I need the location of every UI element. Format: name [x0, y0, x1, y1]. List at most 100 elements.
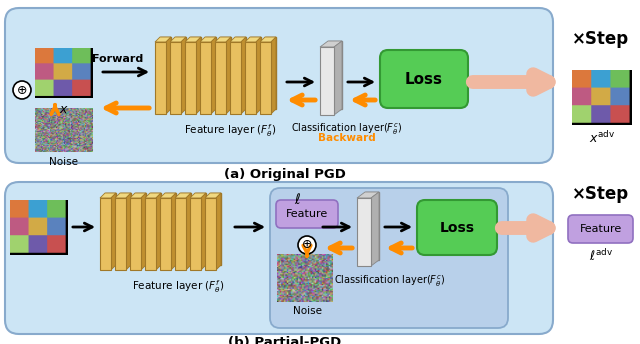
Polygon shape — [166, 37, 171, 114]
Polygon shape — [260, 42, 271, 114]
Text: Forward: Forward — [92, 54, 143, 64]
Polygon shape — [245, 42, 256, 114]
Polygon shape — [130, 198, 141, 270]
Polygon shape — [241, 37, 246, 114]
Polygon shape — [180, 193, 191, 265]
Polygon shape — [250, 37, 261, 109]
Polygon shape — [215, 42, 226, 114]
Polygon shape — [126, 193, 131, 270]
Polygon shape — [186, 193, 191, 270]
Polygon shape — [190, 198, 201, 270]
Polygon shape — [170, 37, 186, 42]
Polygon shape — [328, 41, 342, 109]
Text: Classification layer($F_{\theta}^{c}$): Classification layer($F_{\theta}^{c}$) — [334, 274, 445, 289]
Polygon shape — [190, 37, 201, 109]
Polygon shape — [105, 193, 116, 265]
Polygon shape — [215, 37, 231, 42]
Polygon shape — [100, 198, 111, 270]
Polygon shape — [190, 193, 206, 198]
FancyBboxPatch shape — [568, 215, 633, 243]
Polygon shape — [120, 193, 131, 265]
Text: $\oplus$: $\oplus$ — [17, 84, 28, 97]
Polygon shape — [211, 37, 216, 114]
Polygon shape — [160, 37, 171, 109]
Text: Noise: Noise — [49, 157, 79, 167]
Text: Noise: Noise — [292, 306, 321, 316]
Text: $x$: $x$ — [59, 103, 69, 116]
Circle shape — [13, 81, 31, 99]
Polygon shape — [111, 193, 116, 270]
Text: $\ell^{\mathrm{adv}}$: $\ell^{\mathrm{adv}}$ — [589, 248, 613, 264]
Polygon shape — [165, 193, 176, 265]
Polygon shape — [135, 193, 146, 265]
Polygon shape — [145, 198, 156, 270]
FancyBboxPatch shape — [380, 50, 468, 108]
Polygon shape — [320, 47, 334, 115]
Polygon shape — [357, 198, 371, 266]
Polygon shape — [160, 198, 171, 270]
Polygon shape — [156, 193, 161, 270]
Polygon shape — [271, 37, 276, 114]
Polygon shape — [245, 37, 261, 42]
Polygon shape — [226, 37, 231, 114]
Polygon shape — [160, 193, 176, 198]
Polygon shape — [371, 192, 379, 266]
Polygon shape — [200, 42, 211, 114]
FancyBboxPatch shape — [276, 200, 338, 228]
Polygon shape — [181, 37, 186, 114]
Text: (b) Partial-PGD: (b) Partial-PGD — [228, 336, 342, 344]
Text: Feature: Feature — [580, 224, 622, 234]
Polygon shape — [320, 41, 342, 47]
Polygon shape — [200, 37, 216, 42]
Polygon shape — [175, 37, 186, 109]
Polygon shape — [210, 193, 221, 265]
Text: $\ell$: $\ell$ — [294, 192, 301, 207]
Polygon shape — [171, 193, 176, 270]
Polygon shape — [115, 193, 131, 198]
Polygon shape — [365, 192, 379, 260]
Text: Feature layer ($F_{\theta}^{f}$): Feature layer ($F_{\theta}^{f}$) — [184, 122, 276, 139]
Polygon shape — [100, 193, 116, 198]
Polygon shape — [196, 37, 201, 114]
Text: ×Step: ×Step — [572, 185, 628, 203]
Polygon shape — [220, 37, 231, 109]
Polygon shape — [155, 42, 166, 114]
FancyBboxPatch shape — [270, 188, 508, 328]
Polygon shape — [150, 193, 161, 265]
Polygon shape — [185, 37, 201, 42]
Polygon shape — [256, 37, 261, 114]
Polygon shape — [334, 41, 342, 115]
Text: Backward: Backward — [318, 133, 376, 143]
Text: ×Step: ×Step — [572, 30, 628, 48]
FancyBboxPatch shape — [417, 200, 497, 255]
Polygon shape — [170, 42, 181, 114]
Polygon shape — [230, 42, 241, 114]
Text: Loss: Loss — [405, 72, 443, 86]
Polygon shape — [205, 37, 216, 109]
Text: Feature layer ($F_{\theta}^{f}$): Feature layer ($F_{\theta}^{f}$) — [132, 278, 224, 295]
Polygon shape — [235, 37, 246, 109]
Polygon shape — [175, 193, 191, 198]
Polygon shape — [201, 193, 206, 270]
Polygon shape — [260, 37, 276, 42]
Polygon shape — [205, 193, 221, 198]
Polygon shape — [115, 198, 126, 270]
Polygon shape — [216, 193, 221, 270]
Polygon shape — [141, 193, 146, 270]
Polygon shape — [205, 198, 216, 270]
Text: Loss: Loss — [440, 221, 474, 235]
Polygon shape — [185, 42, 196, 114]
Polygon shape — [195, 193, 206, 265]
Polygon shape — [130, 193, 146, 198]
Text: (a) Original PGD: (a) Original PGD — [224, 168, 346, 181]
Polygon shape — [265, 37, 276, 109]
Polygon shape — [175, 198, 186, 270]
Text: Classification layer($F_{\theta}^{c}$): Classification layer($F_{\theta}^{c}$) — [291, 122, 403, 137]
Text: $\oplus$: $\oplus$ — [301, 238, 313, 251]
FancyBboxPatch shape — [5, 182, 553, 334]
Polygon shape — [145, 193, 161, 198]
Text: Feature: Feature — [286, 209, 328, 219]
Polygon shape — [357, 192, 379, 198]
Text: $x^{\mathrm{adv}}$: $x^{\mathrm{adv}}$ — [589, 130, 615, 146]
Polygon shape — [230, 37, 246, 42]
